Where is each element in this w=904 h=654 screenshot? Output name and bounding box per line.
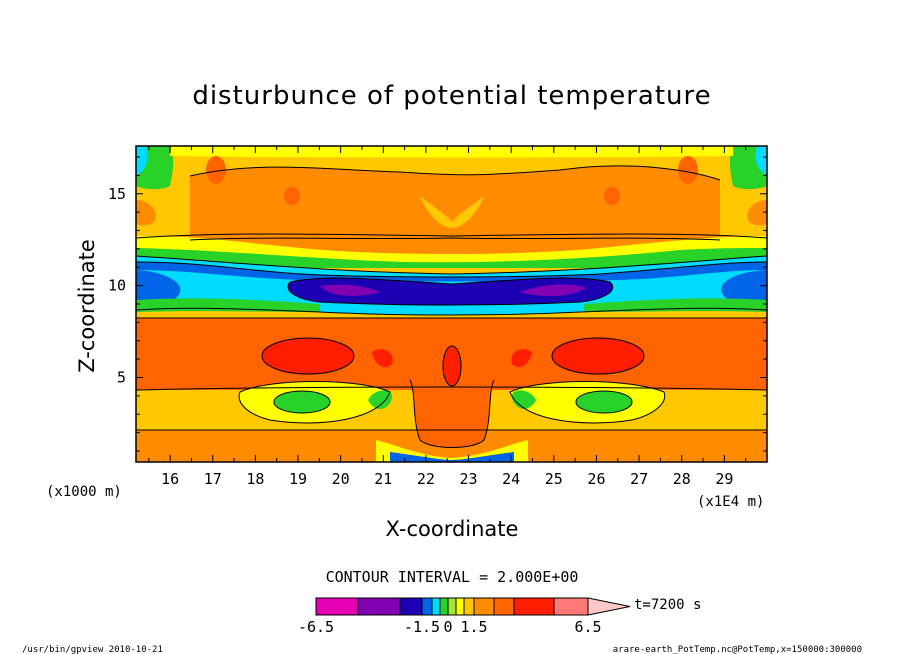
- warm-core: [552, 338, 644, 374]
- contour-band: [136, 262, 767, 282]
- colorbar-tick-label: 6.5: [574, 618, 601, 636]
- y-tick-label: 15: [108, 185, 126, 203]
- x-tick-label: 29: [715, 470, 733, 488]
- x-tick-label: 25: [545, 470, 563, 488]
- colorbar-swatch: [553, 597, 589, 616]
- contour-band: [755, 146, 767, 176]
- colorbar-swatch: [431, 597, 441, 616]
- contour-band: [721, 270, 767, 303]
- x-tick-label: 22: [417, 470, 435, 488]
- colorbar-swatch: [493, 597, 515, 616]
- colorbar-swatch: [357, 597, 401, 616]
- contour-band: [190, 165, 720, 240]
- warm-core: [604, 187, 620, 205]
- colorbar-swatch: [463, 597, 475, 616]
- warm-core: [511, 349, 532, 368]
- colorbar-tick-label: -1.5: [404, 618, 440, 636]
- x-unit-label: (x1E4 m): [697, 494, 764, 510]
- contour-band: [390, 452, 514, 462]
- x-tick-label: 17: [204, 470, 222, 488]
- plot-area: [135, 145, 768, 463]
- x-tick-label: 18: [246, 470, 264, 488]
- cool-pocket: [368, 390, 392, 409]
- warm-core: [443, 346, 461, 386]
- x-tick-label: 19: [289, 470, 307, 488]
- contour-band: [136, 200, 156, 226]
- x-axis-label: X-coordinate: [386, 517, 519, 541]
- x-tick-label: 27: [630, 470, 648, 488]
- contour-band: [747, 200, 767, 226]
- x-tick-label: 21: [374, 470, 392, 488]
- contour-lines: [136, 165, 767, 448]
- x-axis: 16 17 18 19 20 21 22 23 24 25 26 27 28 29: [148, 146, 747, 488]
- x-tick-label: 16: [161, 470, 179, 488]
- y-unit-label: (x1000 m): [46, 484, 122, 500]
- colorbar-swatch: [513, 597, 555, 616]
- colorbar-swatch: [439, 597, 449, 616]
- warm-core: [372, 349, 393, 368]
- x-tick-label: 24: [502, 470, 520, 488]
- colorbar: -6.5 -1.5 0 1.5 6.5: [298, 597, 631, 636]
- contour-band: [410, 380, 494, 448]
- colorbar-swatch: [447, 597, 457, 616]
- cool-pocket: [274, 391, 330, 413]
- colorbar-tick-label: 0: [443, 618, 452, 636]
- footer-right: arare-earth_PotTemp.nc@PotTemp,x=150000:…: [613, 645, 862, 654]
- colorbar-swatch: [473, 597, 495, 616]
- y-tick-label: 10: [108, 277, 126, 295]
- x-tick-label: 23: [460, 470, 478, 488]
- colorbar-extension: [587, 597, 631, 616]
- contour-band: [170, 146, 733, 158]
- footer-left: /usr/bin/gpview 2010-10-21: [22, 645, 163, 654]
- contour-band: [420, 196, 484, 228]
- warm-core: [678, 156, 698, 184]
- contour-field: [136, 146, 767, 462]
- y-axis: 5 10 15: [108, 156, 767, 452]
- colorbar-tick-label: -6.5: [298, 618, 334, 636]
- x-tick-label: 20: [332, 470, 350, 488]
- time-label: t=7200 s: [634, 597, 701, 613]
- contour-band: [320, 284, 380, 296]
- warm-core: [284, 187, 300, 205]
- x-tick-label: 26: [587, 470, 605, 488]
- contour-band: [136, 236, 767, 262]
- contour-interval: CONTOUR INTERVAL = 2.000E+00: [326, 568, 579, 586]
- x-tick-label: 28: [673, 470, 691, 488]
- y-axis-label: Z-coordinate: [75, 239, 99, 373]
- contour-band: [136, 270, 181, 303]
- colorbar-swatch: [315, 597, 359, 616]
- contour-band: [136, 146, 148, 176]
- y-tick-label: 5: [117, 368, 126, 386]
- cool-pocket: [576, 391, 632, 413]
- warm-core: [206, 156, 226, 184]
- contour-band: [288, 278, 613, 305]
- chart-title: disturbunce of potential temperature: [192, 81, 711, 111]
- colorbar-tick-label: 1.5: [460, 618, 487, 636]
- colorbar-swatch: [399, 597, 423, 616]
- contour-band: [520, 284, 586, 297]
- warm-core: [262, 338, 354, 374]
- colorbar-swatch: [455, 597, 465, 616]
- colorbar-swatch: [421, 597, 433, 616]
- contour-band: [136, 248, 767, 268]
